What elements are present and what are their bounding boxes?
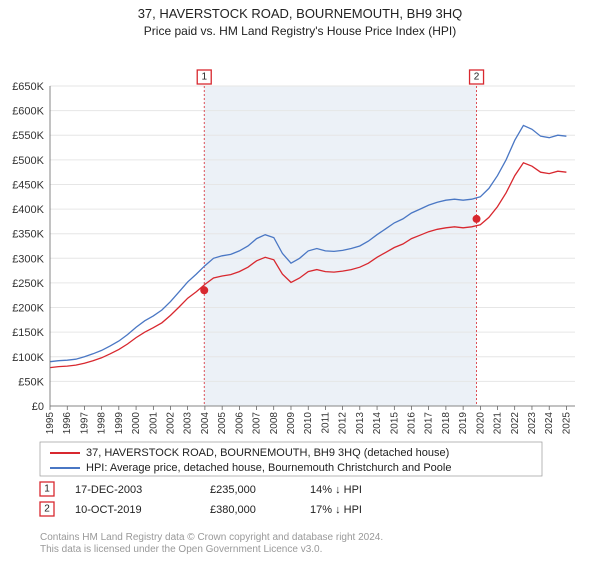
x-tick-label: 2006 [234, 412, 245, 435]
x-tick-label: 1996 [62, 412, 73, 435]
x-tick-label: 2022 [510, 412, 521, 435]
sale-price: £380,000 [210, 504, 256, 516]
sale-price: £235,000 [210, 484, 256, 496]
x-tick-label: 2020 [475, 412, 486, 435]
footer-line-2: This data is licensed under the Open Gov… [40, 544, 322, 555]
x-tick-label: 2009 [286, 412, 297, 435]
legend-label: 37, HAVERSTOCK ROAD, BOURNEMOUTH, BH9 3H… [86, 447, 449, 459]
x-tick-label: 2012 [338, 412, 349, 435]
x-tick-label: 1997 [79, 412, 90, 435]
x-tick-label: 2024 [544, 412, 555, 435]
y-tick-label: £450K [12, 179, 44, 191]
y-tick-label: £500K [12, 155, 44, 167]
sale-diff: 14% ↓ HPI [310, 484, 362, 496]
x-tick-label: 2017 [424, 412, 435, 435]
x-tick-label: 1998 [97, 412, 108, 435]
sale-marker-num: 2 [474, 72, 480, 83]
x-tick-label: 2023 [527, 412, 538, 435]
sale-row-num: 2 [44, 504, 50, 515]
x-tick-label: 1995 [45, 412, 56, 435]
x-tick-label: 2008 [269, 412, 280, 435]
x-tick-label: 2000 [131, 412, 142, 435]
x-tick-label: 2005 [217, 412, 228, 435]
x-tick-label: 2011 [320, 412, 331, 434]
sale-diff: 17% ↓ HPI [310, 504, 362, 516]
sale-date: 17-DEC-2003 [75, 484, 142, 496]
x-tick-label: 2013 [355, 412, 366, 435]
sale-row: 10-OCT-2019 £380,000 17% ↓ HPI [75, 504, 362, 516]
y-tick-label: £200K [12, 303, 44, 315]
chart-subtitle: Price paid vs. HM Land Registry's House … [0, 24, 600, 38]
y-tick-label: £350K [12, 229, 44, 241]
y-tick-label: £0 [32, 401, 44, 413]
y-tick-label: £300K [12, 253, 44, 265]
y-tick-label: £650K [12, 81, 44, 93]
x-tick-label: 2025 [561, 412, 572, 435]
y-tick-label: £550K [12, 130, 44, 142]
price-chart: £0 £50K £100K £150K £200K £250K £300K £350K £400… [0, 38, 600, 558]
x-tick-label: 2019 [458, 412, 469, 435]
x-tick-label: 2015 [389, 412, 400, 435]
x-tick-label: 1999 [114, 412, 125, 435]
footer-line-1: Contains HM Land Registry data © Crown c… [40, 532, 383, 543]
x-tick-label: 2021 [493, 412, 504, 435]
x-tick-label: 2010 [303, 412, 314, 435]
y-tick-label: £400K [12, 204, 44, 216]
sale-marker-num: 1 [201, 72, 207, 83]
x-tick-label: 2014 [372, 412, 383, 435]
y-tick-label: £250K [12, 278, 44, 290]
x-tick-label: 2004 [200, 412, 211, 435]
y-tick-label: £150K [12, 327, 44, 339]
sale-point [200, 286, 208, 294]
x-tick-label: 2016 [406, 412, 417, 435]
sale-date: 10-OCT-2019 [75, 504, 142, 516]
sale-point [473, 215, 481, 223]
y-tick-label: £50K [18, 376, 44, 388]
sale-band [204, 86, 476, 406]
y-tick-label: £600K [12, 106, 44, 118]
x-tick-label: 2007 [252, 412, 263, 435]
sale-row-num: 1 [44, 484, 50, 495]
x-tick-label: 2018 [441, 412, 452, 435]
y-tick-label: £100K [12, 352, 44, 364]
x-tick-label: 2002 [165, 412, 176, 435]
legend-label: HPI: Average price, detached house, Bour… [86, 462, 451, 474]
x-tick-label: 2003 [183, 412, 194, 435]
x-tick-label: 2001 [148, 412, 159, 435]
sale-row: 17-DEC-2003 £235,000 14% ↓ HPI [75, 484, 362, 496]
chart-title: 37, HAVERSTOCK ROAD, BOURNEMOUTH, BH9 3H… [0, 6, 600, 21]
